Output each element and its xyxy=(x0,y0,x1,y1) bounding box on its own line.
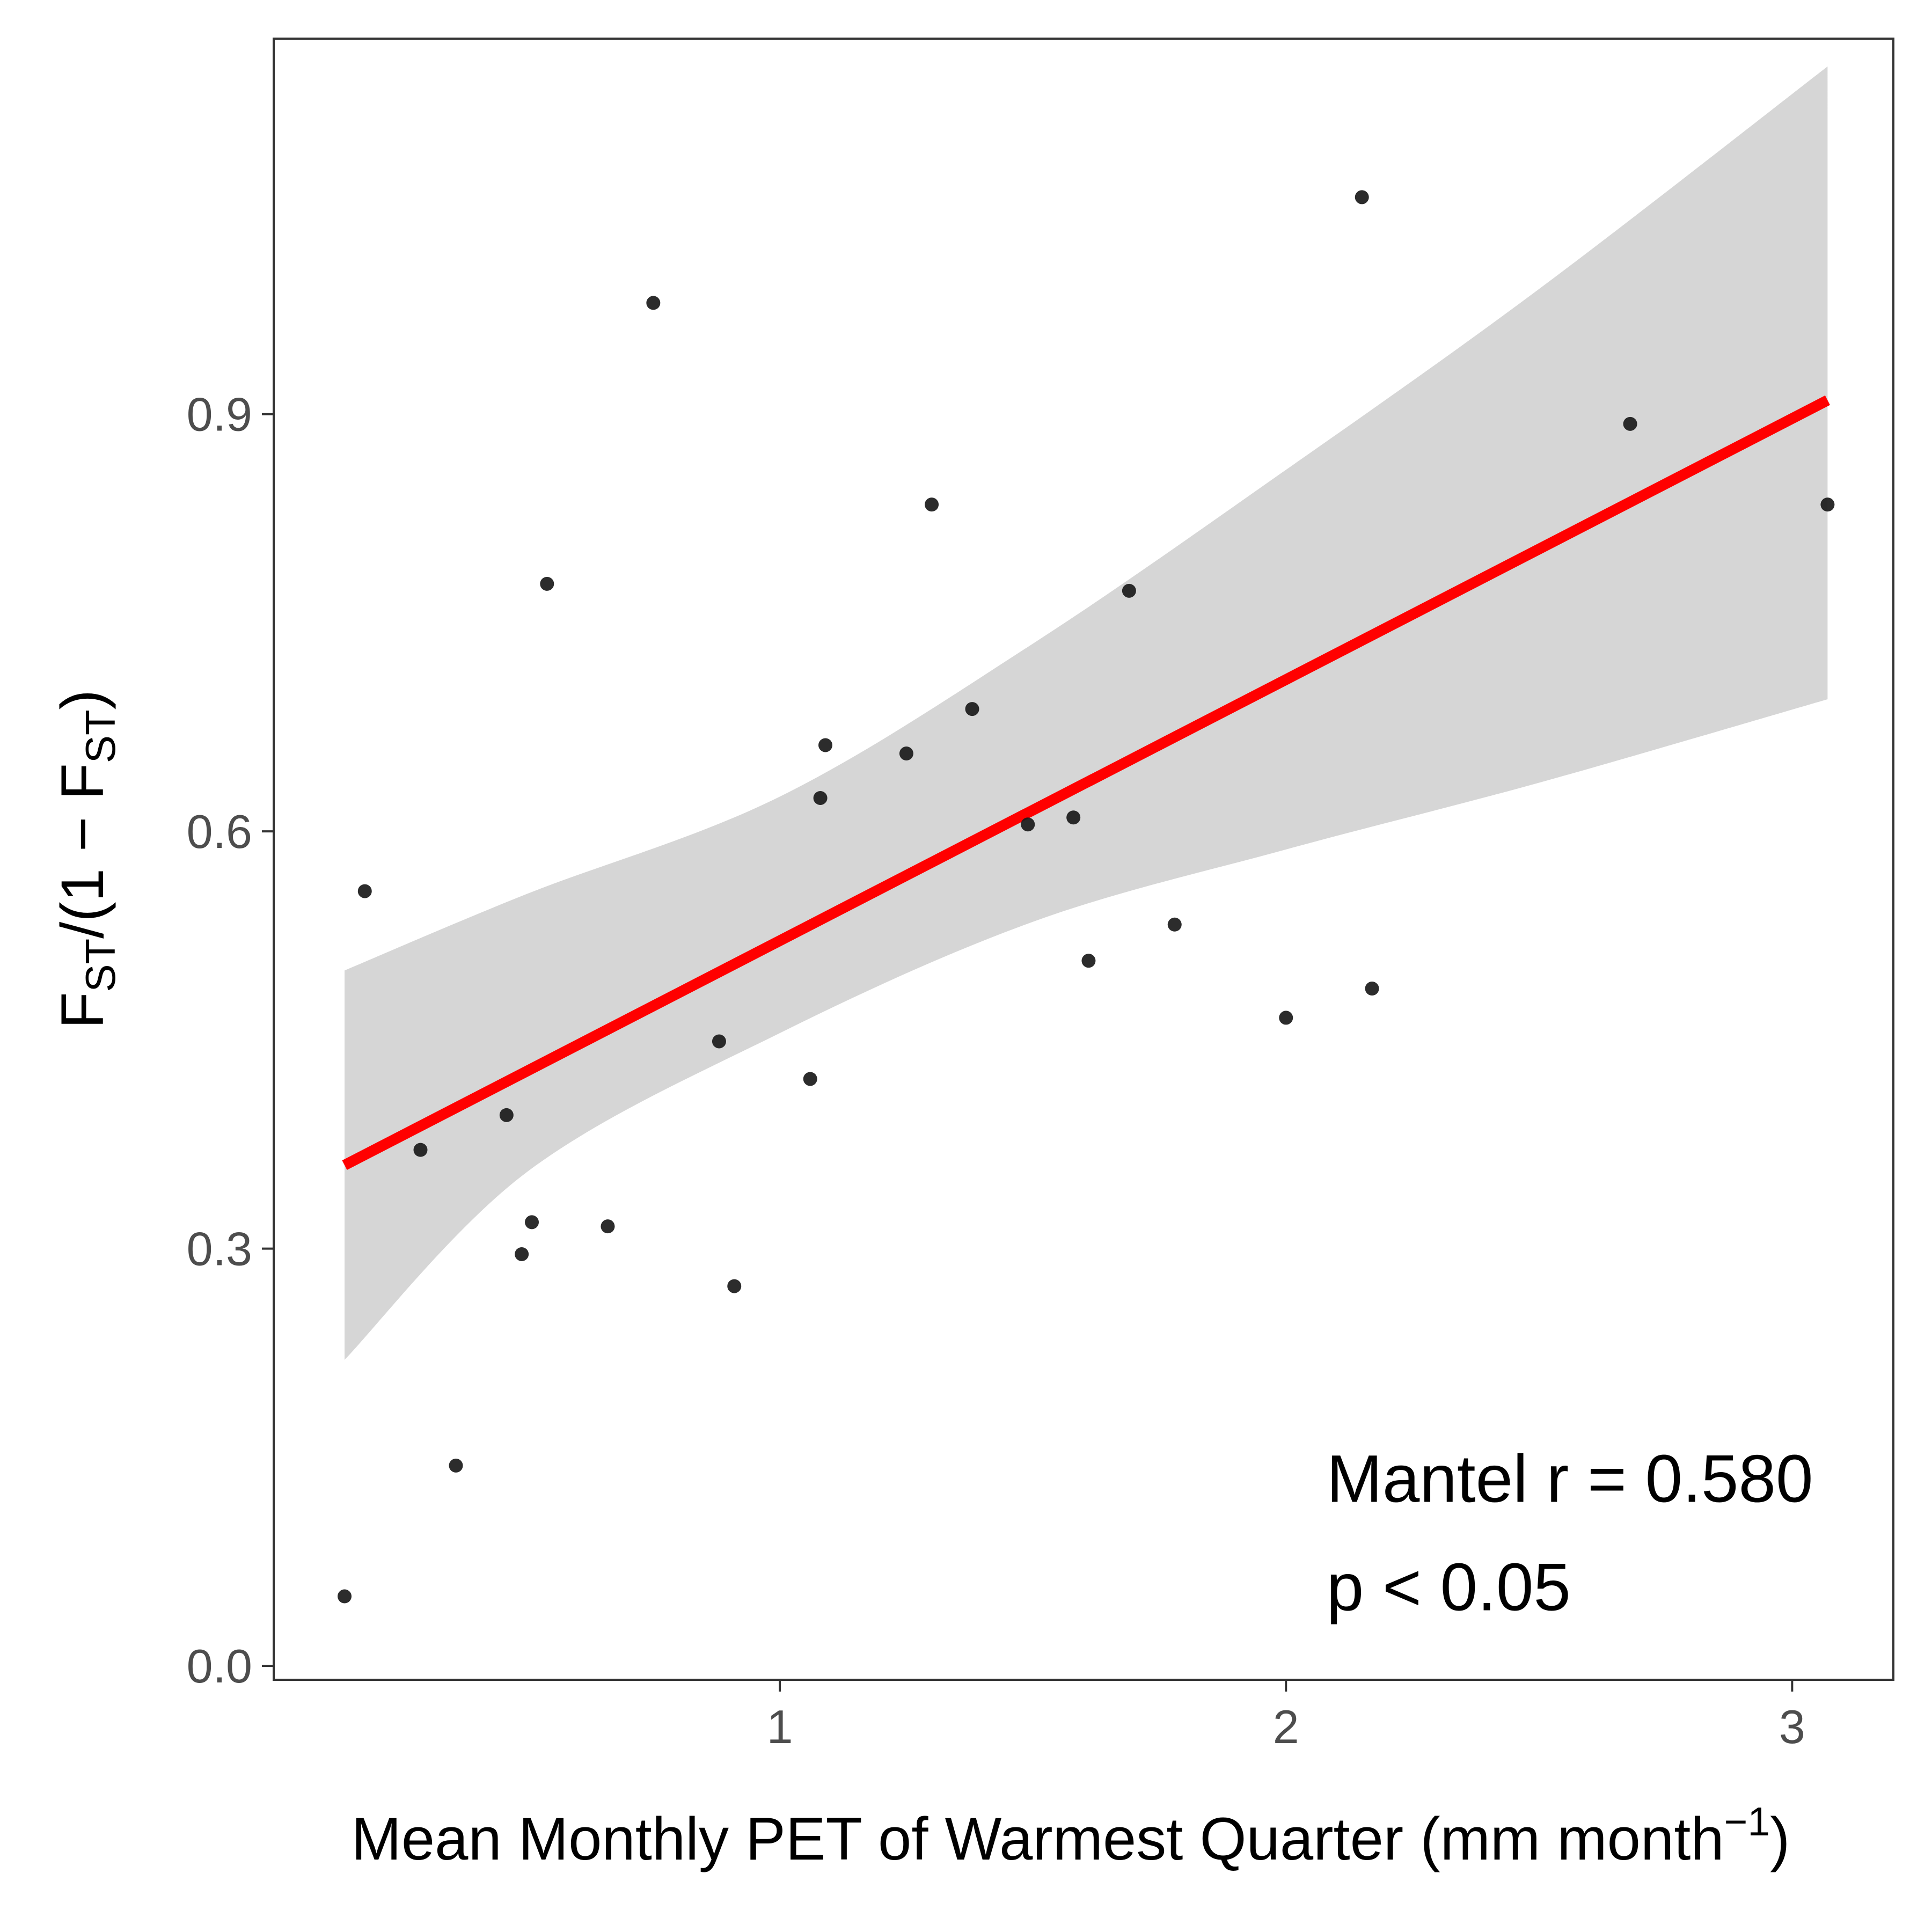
data-point xyxy=(1122,583,1136,598)
x-axis-title-main: Mean Monthly PET of Warmest Quarter (mm … xyxy=(352,1805,1724,1872)
data-point xyxy=(899,747,913,761)
data-point xyxy=(1820,497,1835,512)
data-point xyxy=(925,497,939,512)
data-point xyxy=(1021,817,1035,832)
annotation-layer: Mantel r = 0.580 p < 0.05 xyxy=(1327,1441,1813,1624)
fit-line-layer xyxy=(342,395,1830,1170)
regression-line xyxy=(342,395,1830,1170)
data-point xyxy=(1365,982,1379,996)
data-point xyxy=(524,1215,539,1230)
data-point xyxy=(449,1458,463,1473)
data-point xyxy=(965,702,979,716)
x-axis-title-close: ) xyxy=(1770,1805,1790,1872)
y-tick-label: 0.6 xyxy=(187,805,252,858)
confidence-band xyxy=(345,66,1828,1360)
data-point xyxy=(357,884,372,898)
data-point xyxy=(803,1072,817,1086)
confidence-band-layer xyxy=(345,66,1828,1360)
y-title-f1: F xyxy=(49,992,116,1028)
data-point xyxy=(540,576,554,591)
annotation-text: Mantel r = 0.580 xyxy=(1327,1441,1813,1516)
data-point xyxy=(1167,917,1182,932)
data-point xyxy=(646,296,661,310)
data-point xyxy=(1623,416,1637,431)
y-tick-label: 0.3 xyxy=(187,1223,252,1276)
y-title-f2: F xyxy=(49,763,116,800)
x-tick-label: 1 xyxy=(767,1700,793,1753)
data-point xyxy=(1066,810,1081,825)
y-axis-title: FST/(1 − FST) xyxy=(49,690,124,1029)
data-point xyxy=(1355,190,1369,204)
data-point xyxy=(818,738,833,752)
plot-frame xyxy=(273,38,1894,1681)
data-points-layer xyxy=(338,190,1835,1604)
x-axis-title-superscript: −1 xyxy=(1724,1799,1770,1844)
y-axis: 0.0 0.3 0.6 0.9 xyxy=(187,388,274,1693)
data-point xyxy=(712,1034,726,1049)
annotation-text: p < 0.05 xyxy=(1327,1550,1571,1624)
x-tick-label: 2 xyxy=(1273,1700,1299,1753)
y-title-mid: /(1 − xyxy=(49,800,116,938)
y-tick-label: 0.0 xyxy=(187,1640,252,1693)
data-point xyxy=(338,1589,352,1604)
y-tick-label: 0.9 xyxy=(187,388,252,441)
data-point xyxy=(499,1108,514,1122)
x-axis-title: Mean Monthly PET of Warmest Quarter (mm … xyxy=(352,1799,1790,1872)
data-point xyxy=(515,1247,529,1261)
data-point xyxy=(727,1279,742,1293)
y-title-end: ) xyxy=(49,690,116,709)
data-point xyxy=(413,1143,428,1157)
data-point xyxy=(1279,1011,1293,1025)
data-point xyxy=(1081,954,1096,968)
x-axis: 1 2 3 xyxy=(767,1680,1805,1753)
x-tick-label: 3 xyxy=(1779,1700,1805,1753)
data-point xyxy=(813,791,828,805)
y-title-sub2: ST xyxy=(77,709,124,763)
data-point xyxy=(601,1219,615,1234)
y-title-sub1: ST xyxy=(77,939,124,992)
